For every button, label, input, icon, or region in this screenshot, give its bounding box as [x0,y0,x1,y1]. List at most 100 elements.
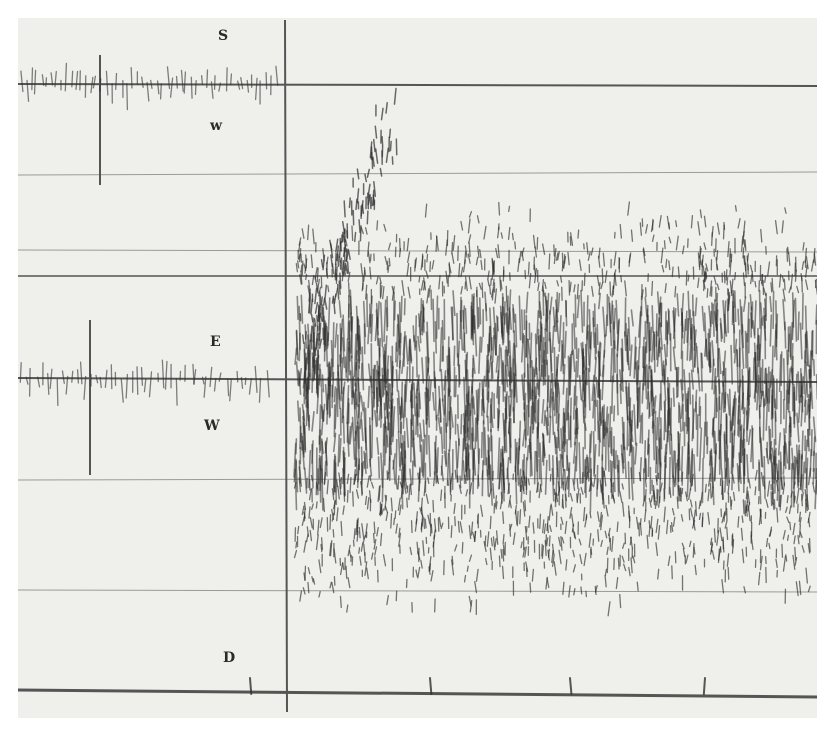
wave-stroke [570,398,571,439]
wave-stroke [812,331,813,356]
wave-stroke [207,70,208,87]
wave-stroke [674,388,675,406]
wave-stroke [418,473,419,478]
wave-stroke [491,362,492,380]
wave-stroke [752,426,753,468]
wave-stroke [686,311,687,330]
wave-stroke [424,517,425,528]
wave-stroke [371,197,372,205]
wave-stroke [350,321,351,361]
wave-stroke [787,249,788,261]
wave-stroke [488,435,489,474]
wave-stroke [330,515,331,529]
wave-stroke [727,527,728,539]
wave-stroke [638,348,639,369]
wave-stroke [563,470,564,485]
wave-stroke [417,412,418,436]
wave-stroke [339,257,340,262]
wave-stroke [231,74,232,85]
wave-stroke [765,276,766,282]
wave-stroke [805,400,806,422]
wave-stroke [437,448,438,472]
wave-stroke [368,386,369,407]
wave-stroke [319,458,320,483]
wave-stroke [704,422,705,457]
wave-stroke [621,276,622,282]
wave-stroke [798,535,799,543]
wave-stroke [349,283,350,296]
wave-stroke [665,456,666,488]
wave-stroke [710,483,711,498]
wave-stroke [430,678,431,694]
wave-stroke [503,566,504,578]
wave-stroke [548,549,549,557]
wave-stroke [312,357,313,392]
wave-stroke [389,258,390,265]
wave-stroke [655,411,656,425]
wave-stroke [426,388,427,424]
wave-stroke [519,421,520,449]
wave-stroke [487,360,488,379]
wave-stroke [359,527,360,537]
wave-stroke [652,281,653,295]
wave-stroke [772,384,773,418]
wave-stroke [431,524,432,533]
wave-stroke [712,487,713,496]
wave-stroke [793,293,794,327]
wave-stroke [433,501,434,512]
wave-stroke [359,336,360,350]
wave-stroke [441,490,442,500]
wave-stroke [415,260,416,271]
wave-stroke [678,367,679,396]
wave-stroke [583,401,584,423]
wave-stroke [590,512,591,517]
wave-stroke [719,380,720,410]
wave-stroke [334,387,335,402]
label: S [218,28,228,44]
wave-stroke [344,448,345,473]
wave-stroke [742,516,743,522]
wave-stroke [332,296,333,303]
wave-stroke [362,204,363,213]
wave-stroke [250,678,251,694]
wave-stroke [651,517,652,529]
wave-stroke [425,519,426,528]
wave-stroke [452,243,453,254]
wave-stroke [748,379,749,405]
wave-stroke [398,476,399,489]
wave-stroke [464,333,465,350]
wave-stroke [332,373,333,397]
wave-stroke [127,84,128,110]
wave-stroke [346,339,347,372]
wave-stroke [735,291,736,321]
wave-stroke [710,451,711,481]
wave-stroke [664,241,665,249]
wave-stroke [637,582,638,590]
wave-stroke [704,279,705,291]
wave-stroke [724,435,725,478]
wave-stroke [672,267,673,276]
wave-stroke [237,371,238,381]
wave-stroke [667,321,668,344]
wave-stroke [397,325,398,351]
wave-stroke [454,346,455,365]
wave-stroke [359,220,360,233]
wave-stroke [315,277,316,283]
wave-stroke [385,495,386,500]
wave-stroke [645,489,646,501]
wave-stroke [305,325,306,348]
wave-stroke [813,469,814,484]
wave-stroke [620,594,621,607]
wave-stroke [324,299,325,305]
wave-stroke [353,540,354,546]
wave-stroke [298,526,299,533]
wave-stroke [517,511,518,525]
wave-stroke [419,277,420,282]
wave-stroke [311,335,312,349]
wave-stroke [806,468,807,506]
wave-stroke [781,352,782,385]
wave-stroke [675,286,676,296]
wave-stroke [542,328,543,363]
wave-stroke [702,354,703,368]
wave-stroke [769,372,770,403]
